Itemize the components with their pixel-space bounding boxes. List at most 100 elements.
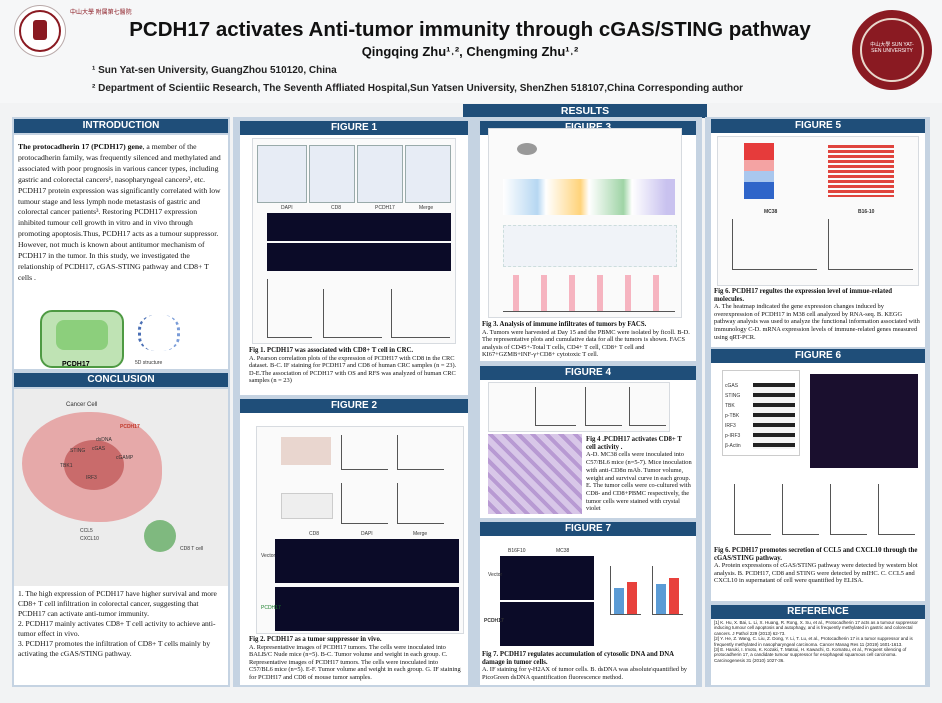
affiliation-2: ² Department of Scientiic Research, The … (92, 83, 744, 94)
figure3-mouse-icon (517, 143, 537, 155)
results-banner: RESULTS (463, 104, 707, 118)
dsdna-label: dsDNA (96, 437, 112, 443)
cd8-t-cell-icon (144, 520, 176, 552)
header (0, 0, 942, 103)
figure1-km-e (391, 289, 450, 338)
elisa-chart-1 (734, 484, 771, 535)
figure1-scatter-4 (405, 145, 451, 203)
figure7-caption: Fig 7. PCDH17 regulates accumulation of … (482, 651, 692, 681)
figure5-heatmap (744, 143, 774, 199)
figure1-image: DAPI CD8 PCDH17 Merge (252, 138, 456, 344)
figure6-elisa-charts (724, 480, 915, 542)
figure5-caption: Fig 6. PCDH17 regultes the expression le… (714, 288, 922, 341)
figure1-scatter-2 (309, 145, 355, 203)
hospital-logo-text: 中山大學 附属第七醫院 (70, 10, 132, 16)
figure4-weight-chart (585, 387, 622, 426)
affiliation-1: ¹ Sun Yat-sen University, GuangZhou 5101… (92, 65, 337, 76)
figure5-heading: FIGURE 5 (711, 119, 925, 133)
figure1-img-label-cd8: CD8 (331, 205, 342, 211)
figure4-caption-text: A-D. MC38 cells were inoculated into C57… (586, 451, 692, 513)
figure1-img-label-dapi: DAPI (281, 205, 293, 211)
wb-bands (753, 383, 795, 449)
pcdh17-label: PCDH17 (120, 424, 140, 430)
figure5-panel-c-label: MC38 (764, 209, 778, 215)
figure2-tumor-photo-d (281, 493, 333, 519)
figure6-heading: FIGURE 6 (711, 349, 925, 363)
conclusion-heading: CONCLUSION (14, 373, 228, 387)
wb-label-pirf3: p-IRF3 (725, 433, 741, 439)
figure1-scatter-1 (257, 145, 307, 203)
figure7-bar-vector-2 (656, 584, 666, 614)
authors: Qingqing Zhu¹˒², Chengming Zhu¹˒² (361, 44, 579, 59)
figure6-western-blot: cGAS STING TBK p-TBK IRF3 p-IRF3 β-Actin (722, 370, 800, 456)
figure7-row-label-vector: Vector (488, 572, 503, 578)
figure7-caption-text: A. IF staining for γ-H2AX of tumor cells… (482, 666, 687, 681)
conclusion-point-1: 1. The high expression of PCDH17 have hi… (18, 589, 217, 618)
pcdh17-image-label: PCDH17 (62, 361, 90, 368)
figure1-bar-c (267, 279, 312, 338)
conclusion-text: 1. The high expression of PCDH17 have hi… (18, 589, 224, 659)
figure2-chart-c (397, 435, 444, 470)
figure1-km-d (323, 289, 382, 338)
figure2-chart-e (341, 483, 388, 524)
logo-text: 中山大學 SUN YAT-SEN UNIVERSITY (870, 42, 914, 54)
figure1-img-label-pcdh17: PCDH17 (375, 205, 395, 211)
figure4-image (488, 382, 670, 432)
figure2-chart-b (341, 435, 388, 470)
reference-heading: REFERENCE (711, 605, 925, 619)
figure2-img-label-dapi: DAPI (361, 531, 373, 537)
figure1-img-label-merge: Merge (419, 205, 434, 211)
elisa-chart-4 (878, 484, 915, 535)
cgamp-label: cGAMP (116, 455, 134, 461)
introduction-body: , a member of the protocadherin family, … (18, 142, 221, 282)
figure2-if-row-pcdh17 (275, 587, 459, 631)
figure3-caption-text: A. Tumors were harvested at Day 15 and t… (482, 328, 690, 359)
elisa-chart-2 (782, 484, 819, 535)
cgas-label: cGAS (92, 446, 106, 452)
figure4-crystal-violet-image (488, 434, 582, 514)
figure3-bar-row (503, 275, 675, 312)
figure7-col-label-b16f10: B16F10 (508, 548, 526, 554)
logo-ring (19, 10, 61, 52)
figure1-caption-text: A. Pearson correlation plots of the expr… (249, 354, 457, 385)
figure5-qpcr-c (732, 219, 817, 270)
figure2-if-row-vector (275, 539, 459, 583)
figure4-heading: FIGURE 4 (480, 366, 696, 380)
figure2-caption-title: Fig 2. PCDH17 as a tumor suppressor in v… (249, 636, 382, 643)
wb-label-tbk: TBK (725, 403, 735, 409)
introduction-gene-label: The protocadherin 17 (PCDH17) gene (18, 142, 143, 151)
cxcl10-label: CXCL10 (80, 536, 99, 542)
protein-structure-icon (138, 315, 180, 351)
figure7-bar-chart-1 (610, 566, 641, 615)
figure6-caption-title: Fig 6. PCDH17 promotes secretion of CCL5… (714, 547, 918, 562)
figure7-bar-pcdh17-1 (627, 582, 637, 614)
figure7-bar-pcdh17-2 (669, 578, 679, 614)
hospital-logo (14, 5, 66, 57)
reference-panel (711, 619, 925, 685)
wb-label-actin: β-Actin (725, 443, 741, 449)
figure1-if-row-2 (267, 243, 451, 271)
figure1-scatter-3 (357, 145, 403, 203)
reference-item-2: [2] Y. He, Z. Wang, C. Liu, Z. Dong, Y. … (714, 636, 913, 647)
figure3-facs-row-1 (503, 179, 675, 215)
logo-emblem (33, 20, 47, 40)
reference-list: [1] K. Hu, X. Bai, L. Li, X. Huang, R. R… (714, 620, 922, 663)
figure7-caption-title: Fig 7. PCDH17 regulates accumulation of … (482, 651, 674, 666)
figure7-if-row-pcdh17 (500, 602, 594, 646)
figure5-image: MC38 B16-10 (717, 136, 919, 286)
cancer-cell-label: Cancer Cell (66, 402, 98, 408)
figure2-caption: Fig 2. PCDH17 as a tumor suppressor in v… (249, 636, 463, 682)
figure7-bar-chart-2 (652, 566, 683, 615)
figure2-tumor-photo-a (281, 437, 331, 465)
figure2-chart-f (397, 483, 444, 524)
figure5-caption-title: Fig 6. PCDH17 regultes the expression le… (714, 288, 893, 303)
university-logo: 中山大學 SUN YAT-SEN UNIVERSITY (852, 10, 932, 90)
figure7-bar-vector-1 (614, 588, 624, 614)
figure7-row-label-pcdh17: PCDH17 (484, 618, 504, 624)
figure1-caption-title: Fig 1. PCDH17 was associated with CD8+ T… (249, 347, 414, 354)
sting-label: STING (70, 448, 86, 454)
figure4-caption: Fig 4 .PCDH17 activates CD8+ T cell acti… (586, 436, 692, 513)
conclusion-point-2: 2. PCDH17 mainly activates CD8+ T cell a… (18, 619, 216, 638)
elisa-chart-3 (830, 484, 867, 535)
figure7-heading: FIGURE 7 (480, 522, 696, 536)
